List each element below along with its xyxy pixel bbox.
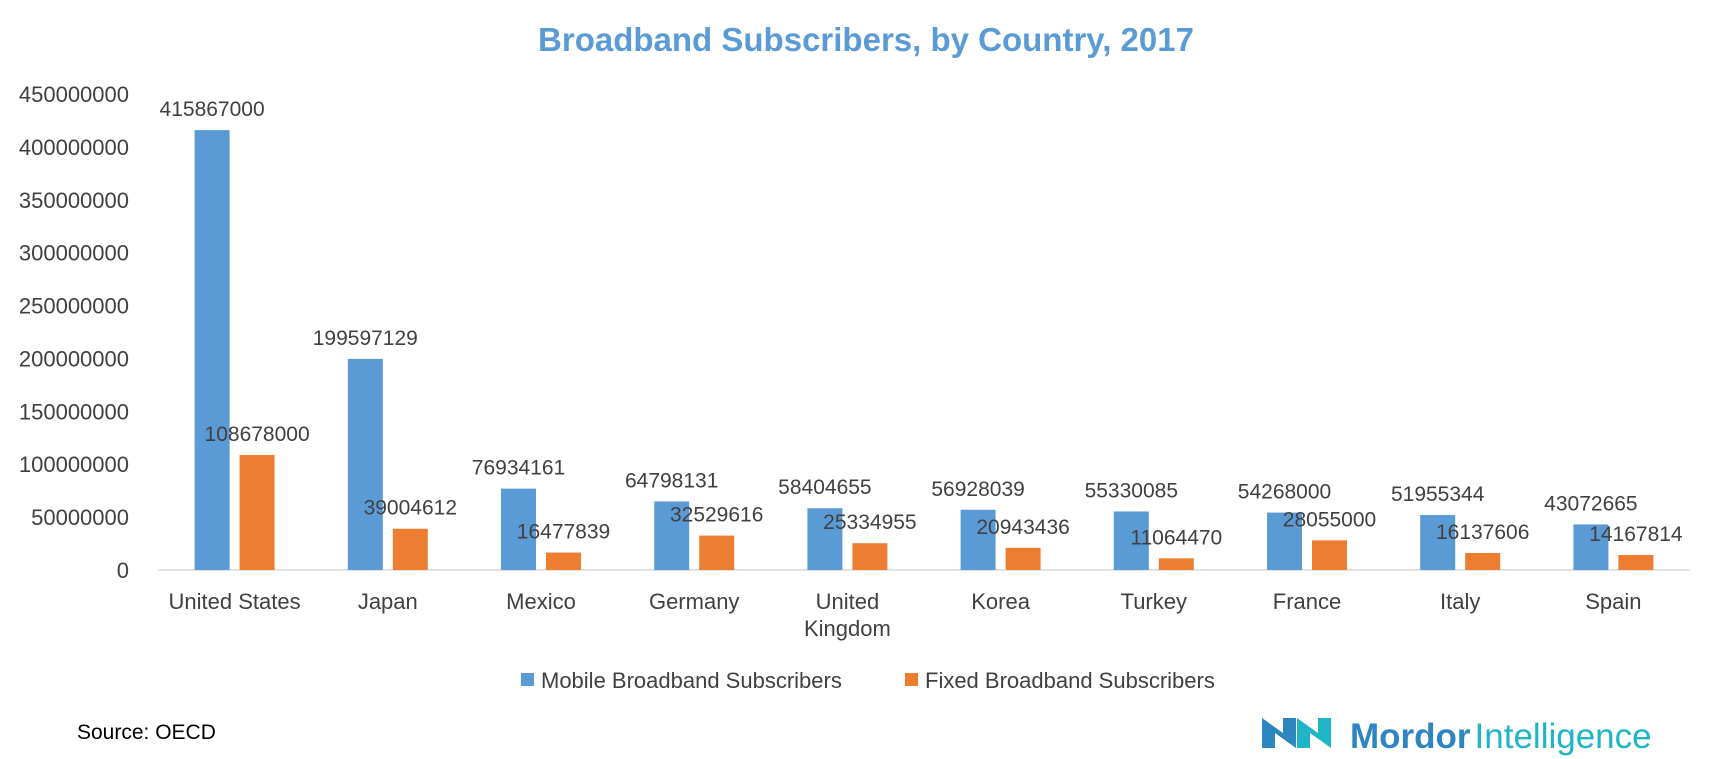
x-tick-label: Spain bbox=[1585, 589, 1641, 614]
bar-mobile bbox=[501, 488, 536, 570]
legend-swatch-mobile bbox=[521, 673, 534, 686]
data-label-mobile: 54268000 bbox=[1238, 481, 1331, 504]
mordor-intelligence-logo: Mordor Intelligence bbox=[1262, 717, 1652, 756]
y-tick-label: 250000000 bbox=[19, 294, 129, 319]
bar-mobile bbox=[1267, 512, 1302, 570]
bar-mobile bbox=[1113, 511, 1149, 570]
bar-mobile bbox=[654, 501, 690, 570]
x-tick-label: France bbox=[1273, 589, 1341, 614]
x-tick-label: Japan bbox=[358, 589, 418, 614]
data-label-fixed: 20943436 bbox=[976, 516, 1069, 539]
x-tick-label: Mexico bbox=[506, 589, 576, 614]
x-tick-label: United States bbox=[169, 589, 301, 614]
data-label-mobile: 51955344 bbox=[1391, 483, 1485, 506]
source-note: Source: OECD bbox=[77, 721, 216, 744]
y-axis: 0 50000000 100000000 150000000 200000000 2500… bbox=[19, 82, 129, 583]
bar-mobile bbox=[347, 358, 383, 570]
y-tick-label: 200000000 bbox=[19, 346, 129, 371]
data-label-mobile: 55330085 bbox=[1085, 479, 1178, 502]
legend-label-mobile: Mobile Broadband Subscribers bbox=[541, 668, 842, 693]
x-axis: United States Japan Mexico Germany United Kin… bbox=[169, 589, 1642, 641]
bar-mobile bbox=[807, 508, 843, 570]
bar-fixed bbox=[1465, 552, 1501, 570]
data-label-fixed: 16477839 bbox=[517, 521, 610, 544]
legend-swatch-fixed bbox=[905, 673, 918, 686]
data-label-mobile: 199597129 bbox=[313, 327, 418, 350]
bar-fixed bbox=[546, 552, 581, 570]
y-tick-label: 450000000 bbox=[19, 82, 129, 107]
y-tick-label: 350000000 bbox=[19, 188, 129, 213]
bar-fixed bbox=[1618, 555, 1654, 570]
x-tick-label: Germany bbox=[649, 589, 739, 614]
data-label-mobile: 64798131 bbox=[625, 469, 718, 492]
y-tick-label: 100000000 bbox=[19, 452, 129, 477]
data-label-fixed: 14167814 bbox=[1589, 523, 1683, 546]
data-label-fixed: 32529616 bbox=[670, 504, 763, 527]
data-label-fixed: 11064470 bbox=[1130, 526, 1222, 549]
bar-mobile bbox=[960, 509, 996, 570]
x-tick-label: Korea bbox=[971, 589, 1030, 614]
data-label-mobile: 415867000 bbox=[160, 98, 265, 121]
logo-mark-icon bbox=[1262, 718, 1331, 748]
y-tick-label: 400000000 bbox=[19, 135, 129, 160]
y-tick-label: 300000000 bbox=[19, 241, 129, 266]
logo-wordmark: Mordor Intelligence bbox=[1350, 717, 1652, 756]
legend-label-fixed: Fixed Broadband Subscribers bbox=[925, 668, 1215, 693]
bar-fixed bbox=[239, 455, 275, 570]
data-label-fixed: 108678000 bbox=[205, 423, 310, 446]
bar-mobile bbox=[1420, 515, 1456, 570]
bar-fixed bbox=[1005, 547, 1041, 570]
y-tick-label: 150000000 bbox=[19, 399, 129, 424]
data-label-fixed: 25334955 bbox=[823, 511, 916, 534]
data-label-mobile: 43072665 bbox=[1544, 492, 1637, 515]
data-label-fixed: 39004612 bbox=[364, 497, 457, 520]
x-tick-label: Italy bbox=[1440, 589, 1480, 614]
bar-fixed bbox=[1312, 540, 1347, 570]
bar-mobile bbox=[194, 130, 230, 570]
x-tick-label: Turkey bbox=[1121, 589, 1187, 614]
bar-fixed bbox=[852, 543, 888, 570]
y-tick-label: 0 bbox=[117, 558, 129, 583]
chart-title: Broadband Subscribers, by Country, 2017 bbox=[538, 21, 1194, 58]
bar-mobile bbox=[1573, 524, 1609, 570]
bar-fixed bbox=[392, 528, 428, 570]
data-label-mobile: 56928039 bbox=[931, 478, 1024, 501]
data-label-mobile: 58404655 bbox=[778, 476, 871, 499]
bar-fixed bbox=[699, 535, 735, 570]
data-label-fixed: 28055000 bbox=[1283, 508, 1376, 531]
y-tick-label: 50000000 bbox=[31, 505, 129, 530]
data-label-mobile: 76934161 bbox=[472, 457, 565, 480]
x-tick-label: United Kingdom bbox=[804, 589, 891, 641]
bar-series: 415867000 108678000 199597129 39004612 76934… bbox=[160, 98, 1683, 570]
legend: Mobile Broadband Subscribers Fixed Broad… bbox=[521, 668, 1215, 693]
bar-fixed bbox=[1158, 558, 1194, 570]
data-label-fixed: 16137606 bbox=[1436, 521, 1529, 544]
